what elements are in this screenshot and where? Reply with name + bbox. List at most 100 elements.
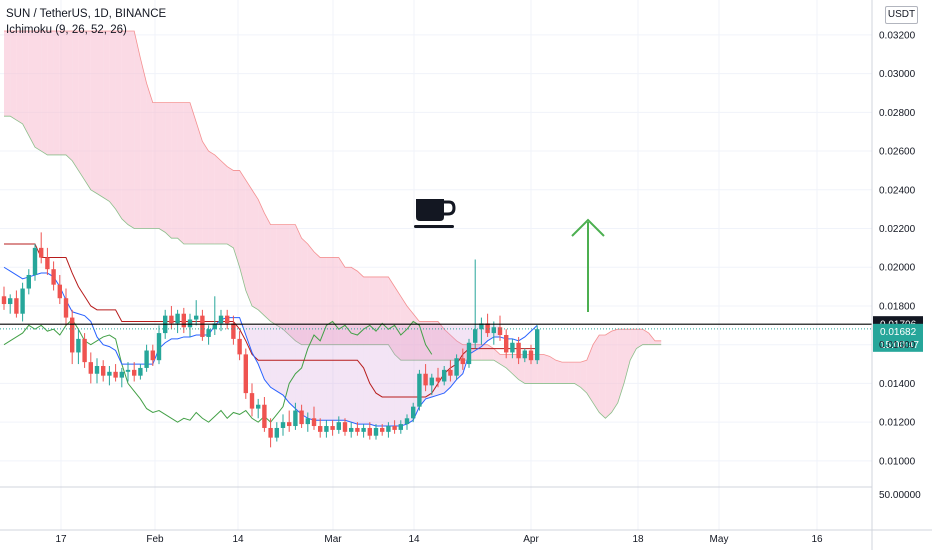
cloud-segment [444,329,451,361]
y-tick-label: 0.01600 [879,340,916,351]
candle-body [293,410,298,427]
x-tick-label: 14 [232,534,244,545]
candle-body [380,427,385,432]
cloud-segment [53,30,60,155]
x-tick-label: 14 [408,534,420,545]
candle-body [448,369,453,376]
cloud-segment [190,102,197,244]
candle-body [39,247,44,258]
cloud-segment [221,160,228,244]
coffee-cup-icon [414,199,456,228]
candle-body [454,358,459,376]
candle-body [367,427,372,436]
cloud-segment [338,257,345,345]
cloud-segment [456,340,463,361]
cloud-segment [555,360,562,384]
y-tick-label: 0.02800 [879,108,916,119]
candle-body [516,342,521,359]
cloud-segment [22,30,29,136]
candle-body [169,315,174,324]
cloud-segment [196,122,203,244]
cloud-segment [425,321,432,361]
candle-body [435,377,441,382]
cloud-segment [431,321,438,361]
span-fill [332,325,339,421]
candle-body [45,257,50,270]
cloud-segment [276,224,283,330]
candle-body [268,427,273,438]
cloud-segment [109,30,116,210]
span-fill [270,325,277,392]
candle-body [373,427,379,436]
cloud-segment [301,238,308,345]
cloud-segment [605,331,612,419]
candlesticks [1,232,540,448]
y-tick-label: 0.02600 [879,147,916,158]
candle-body [262,404,267,428]
candle-body [181,313,186,328]
cloud-segment [146,83,153,229]
y-tick-label: 0.02000 [879,263,916,274]
cloud-segment [103,30,110,202]
candle-body [510,342,515,353]
span-fill [425,325,432,399]
currency-button[interactable]: USDT [885,6,918,24]
cloud-segment [227,166,234,248]
candle-body [311,418,317,427]
candle-body [138,367,143,376]
span-fill [400,325,407,427]
cloud-segment [134,30,141,229]
candle-body [429,377,434,386]
span-fill [438,325,445,396]
cloud-segment [655,340,662,345]
span-fill [450,325,457,388]
cloud-segment [593,335,600,413]
candle-body [144,350,149,368]
conversion-line [3,266,538,427]
cloud-segment [245,180,252,306]
candle-body [32,247,38,275]
cloud-segment [394,286,401,361]
cloud-segment [47,30,54,155]
cloud-segment [493,348,500,365]
x-tick-label: Mar [324,534,342,545]
indicator-legend[interactable]: Ichimoku (9, 26, 52, 26) [6,24,127,36]
cloud-segment [264,213,271,322]
candle-body [392,426,397,430]
candle-body [132,369,137,376]
cloud-segment [369,276,376,345]
cloud-segment [345,267,352,345]
cloud-segment [90,30,97,194]
x-tick-label: Apr [523,534,539,545]
cloud-segment [599,335,606,419]
span-fill [394,325,401,427]
span-fill [283,325,290,403]
candle-body [225,315,230,324]
cloud-segment [128,30,135,229]
y-tick-label: 0.02200 [879,224,916,235]
candle-body [342,422,348,432]
cloud-segment [400,296,407,361]
candle-body [324,426,329,432]
last-price-tag [873,323,923,352]
span-fill [444,325,451,394]
cloud-segment [140,58,147,229]
span-fill [376,325,383,427]
candle-body [20,288,25,314]
span-fill [388,325,395,427]
cloud-segment [283,224,290,336]
candle-body [119,371,124,378]
span-fill [338,325,345,421]
cloud-segment [66,30,73,161]
countdown-label: 15:00:47 [880,340,919,351]
span-fill [264,325,271,388]
candle-body [330,426,335,430]
span-fill [314,325,321,421]
y-tick-label: 0.01000 [879,456,916,467]
candle-body [94,366,100,374]
cloud-segment [177,102,184,244]
cloud-segment [574,362,581,388]
